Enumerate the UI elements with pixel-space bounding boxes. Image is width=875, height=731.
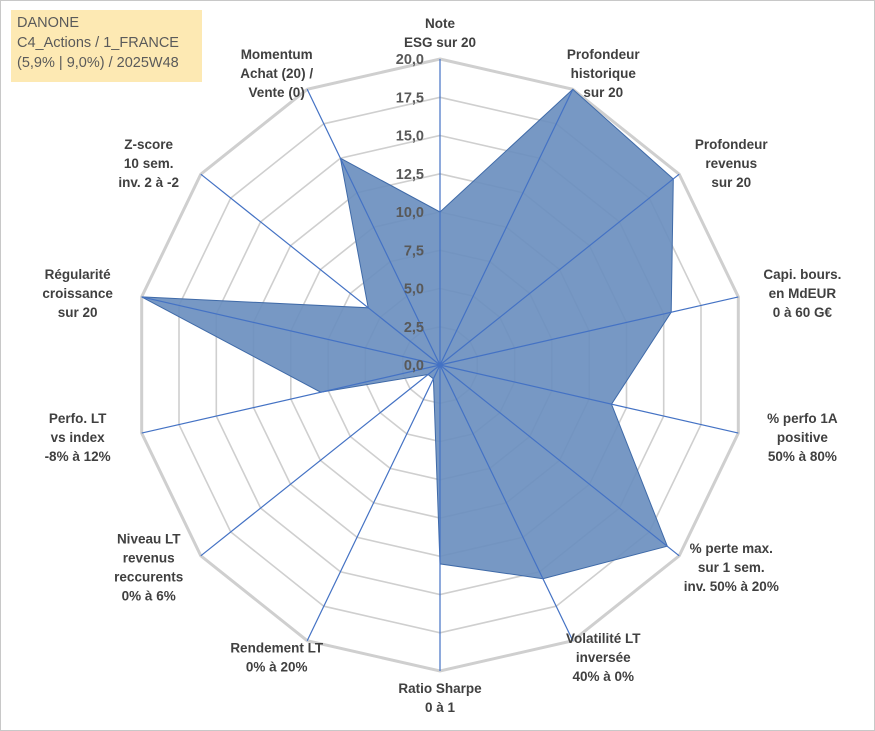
axis-label-line: en MdEUR xyxy=(769,286,837,301)
axis-label: Capi. bours. en MdEUR 0 à 60 G€ xyxy=(763,267,841,320)
axis-label-line: Profondeur xyxy=(695,137,768,152)
r-tick-label: 5,0 xyxy=(404,282,424,298)
axis-label-line: revenus xyxy=(123,551,175,566)
axis-label-line: sur 20 xyxy=(58,305,98,320)
axis-label: Volatilité LT inversée 40% à 0% xyxy=(566,631,641,684)
axis-label-line: Niveau LT xyxy=(117,532,181,547)
axis-label-line: 40% à 0% xyxy=(573,669,635,684)
r-tick-label: 15,0 xyxy=(396,129,424,145)
axis-label-line: 0 à 1 xyxy=(425,700,456,715)
axis-label-line: Perfo. LT xyxy=(49,411,107,426)
axis-label: Momentum Achat (20) / Vente (0) xyxy=(240,47,313,100)
axis-label: Z-score 10 sem. inv. 2 à -2 xyxy=(118,137,179,190)
axis-spoke xyxy=(200,364,441,557)
axis-label-line: 10 sem. xyxy=(124,156,174,171)
info-category: C4_Actions / 1_FRANCE xyxy=(17,35,179,51)
axis-label: % perfo 1A positive 50% à 80% xyxy=(767,411,838,464)
axis-label: % perte max. sur 1 sem. inv. 50% à 20% xyxy=(684,541,779,594)
axis-spoke xyxy=(141,296,441,366)
axis-label: Régularité croissance sur 20 xyxy=(42,267,113,320)
axis-label-line: Rendement LT xyxy=(230,640,324,655)
axis-label: Note ESG sur 20 xyxy=(404,16,476,50)
axis-label: Perfo. LT vs index -8% à 12% xyxy=(45,411,111,464)
axis-label-line: sur 1 sem. xyxy=(698,560,765,575)
axis-label-line: 0% à 6% xyxy=(122,589,176,604)
axis-label-line: Z-score xyxy=(124,137,173,152)
radar-tick-labels: 0,0 2,5 5,0 7,5 10,0 12,5 15,0 17,5 20,0 xyxy=(396,52,424,374)
axis-label-line: sur 20 xyxy=(711,175,751,190)
axis-label-line: vs index xyxy=(51,430,106,445)
axis-label-line: % perte max. xyxy=(690,541,773,556)
axis-spoke xyxy=(439,296,739,366)
axis-spoke xyxy=(439,364,739,434)
axis-label-line: -8% à 12% xyxy=(45,449,111,464)
axis-label-line: sur 20 xyxy=(583,85,623,100)
axis-label: Niveau LT revenus reccurents 0% à 6% xyxy=(114,532,183,604)
axis-label-line: historique xyxy=(571,66,637,81)
axis-label-line: inv. 50% à 20% xyxy=(684,579,779,594)
r-tick-label: 12,5 xyxy=(396,167,424,183)
axis-label-line: 0% à 20% xyxy=(246,659,308,674)
axis-label-line: Vente (0) xyxy=(249,85,305,100)
axis-spoke xyxy=(141,364,441,434)
axis-label-line: revenus xyxy=(705,156,757,171)
r-tick-label: 7,5 xyxy=(404,243,424,259)
axis-label-line: Momentum xyxy=(241,47,313,62)
radar-axis-labels: Note ESG sur 20 Profondeur historique sur 20… xyxy=(42,16,841,715)
axis-label-line: inv. 2 à -2 xyxy=(118,175,179,190)
axis-label: Rendement LT 0% à 20% xyxy=(230,640,324,674)
r-tick-label: 20,0 xyxy=(396,52,424,68)
axis-spoke xyxy=(306,364,441,641)
axis-label-line: positive xyxy=(777,430,829,445)
axis-label-line: 50% à 80% xyxy=(768,449,837,464)
axis-label-line: Capi. bours. xyxy=(763,267,841,282)
axis-spoke xyxy=(200,173,441,366)
info-period: (5,9% | 9,0%) / 2025W48 xyxy=(17,55,179,71)
axis-label-line: Volatilité LT xyxy=(566,631,641,646)
axis-label-line: Achat (20) / xyxy=(240,66,313,81)
axis-spoke xyxy=(439,173,680,366)
axis-label-line: Ratio Sharpe xyxy=(398,681,482,696)
axis-spoke xyxy=(306,89,441,366)
r-tick-label: 10,0 xyxy=(396,205,424,221)
axis-label-line: Note xyxy=(425,16,455,31)
info-company: DANONE xyxy=(17,15,80,31)
axis-label-line: inversée xyxy=(576,650,631,665)
axis-spoke xyxy=(439,364,680,557)
radar-spokes xyxy=(141,59,739,671)
r-tick-label: 2,5 xyxy=(404,320,424,336)
axis-label-line: 0 à 60 G€ xyxy=(773,305,833,320)
axis-label-line: Régularité xyxy=(45,267,112,282)
axis-label-line: reccurents xyxy=(114,570,183,585)
axis-label-line: % perfo 1A xyxy=(767,411,838,426)
axis-label: Ratio Sharpe 0 à 1 xyxy=(398,681,482,715)
axis-label-line: Profondeur xyxy=(567,47,640,62)
r-tick-label: 0,0 xyxy=(404,358,424,374)
axis-label: Profondeur revenus sur 20 xyxy=(695,137,768,190)
axis-spoke xyxy=(439,364,574,641)
axis-label: Profondeur historique sur 20 xyxy=(567,47,640,100)
axis-label-line: croissance xyxy=(42,286,113,301)
info-box: DANONE C4_Actions / 1_FRANCE (5,9% | 9,0… xyxy=(11,10,202,82)
axis-label-line: ESG sur 20 xyxy=(404,35,476,50)
r-tick-label: 17,5 xyxy=(396,90,424,106)
axis-spoke xyxy=(439,89,574,366)
